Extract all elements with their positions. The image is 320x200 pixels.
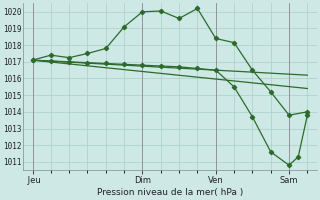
- X-axis label: Pression niveau de la mer( hPa ): Pression niveau de la mer( hPa ): [97, 188, 243, 197]
